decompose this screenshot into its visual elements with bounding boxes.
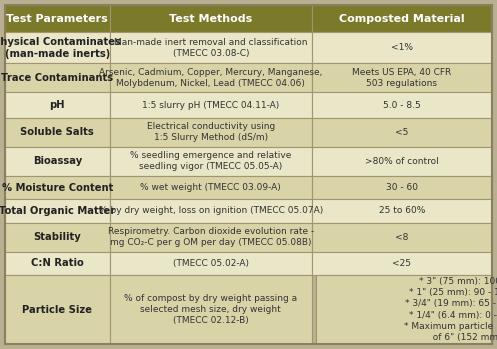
Bar xyxy=(5,63,110,92)
Text: <5: <5 xyxy=(395,128,409,137)
Bar xyxy=(110,32,312,63)
Text: 25 to 60%: 25 to 60% xyxy=(379,206,425,215)
Bar xyxy=(110,147,312,176)
Bar xyxy=(5,32,110,63)
Bar xyxy=(312,5,492,32)
Bar xyxy=(312,63,492,92)
Text: Physical Contaminates
(man-made inerts): Physical Contaminates (man-made inerts) xyxy=(0,37,121,59)
Bar xyxy=(316,275,492,344)
Bar xyxy=(312,252,492,275)
Text: Stability: Stability xyxy=(33,232,81,242)
Text: 30 - 60: 30 - 60 xyxy=(386,183,418,192)
Bar xyxy=(110,275,312,344)
Bar xyxy=(5,176,110,199)
Text: % by dry weight, loss on ignition (TMECC 05.07A): % by dry weight, loss on ignition (TMECC… xyxy=(98,206,323,215)
Text: Total Organic Matter: Total Organic Matter xyxy=(0,206,115,216)
Bar xyxy=(5,223,110,252)
Text: % seedling emergence and relative
seedling vigor (TMECC 05.05-A): % seedling emergence and relative seedli… xyxy=(130,151,291,171)
Bar xyxy=(110,92,312,118)
Bar xyxy=(110,199,312,223)
Bar xyxy=(312,176,492,199)
Bar xyxy=(110,5,312,32)
Text: pH: pH xyxy=(50,100,65,110)
Bar xyxy=(110,252,312,275)
Text: C:N Ratio: C:N Ratio xyxy=(31,258,83,268)
Text: Test Parameters: Test Parameters xyxy=(6,14,108,24)
Bar xyxy=(5,252,110,275)
Bar xyxy=(312,147,492,176)
Text: Test Methods: Test Methods xyxy=(169,14,252,24)
Bar xyxy=(312,118,492,147)
Bar xyxy=(312,199,492,223)
Text: Composted Material: Composted Material xyxy=(339,14,465,24)
Bar xyxy=(110,118,312,147)
Bar xyxy=(312,223,492,252)
Text: <25: <25 xyxy=(393,259,412,268)
Text: Man-made inert removal and classification
(TMECC 03.08-C): Man-made inert removal and classificatio… xyxy=(114,38,308,58)
Text: Arsenic, Cadmium, Copper, Mercury, Manganese,
Molybdenum, Nickel, Lead (TMECC 04: Arsenic, Cadmium, Copper, Mercury, Manga… xyxy=(99,68,323,88)
Text: Bioassay: Bioassay xyxy=(33,156,82,166)
Text: 1:5 slurry pH (TMECC 04.11-A): 1:5 slurry pH (TMECC 04.11-A) xyxy=(142,101,279,110)
Text: (TMECC 05.02-A): (TMECC 05.02-A) xyxy=(173,259,249,268)
Text: % wet weight (TMECC 03.09-A): % wet weight (TMECC 03.09-A) xyxy=(140,183,281,192)
Text: <1%: <1% xyxy=(391,43,413,52)
Bar xyxy=(110,223,312,252)
Text: Meets US EPA, 40 CFR
503 regulations: Meets US EPA, 40 CFR 503 regulations xyxy=(352,68,452,88)
Text: Particle Size: Particle Size xyxy=(22,305,92,314)
Bar xyxy=(312,92,492,118)
Bar xyxy=(5,147,110,176)
Bar xyxy=(5,275,110,344)
Text: * 3" (75 mm): 100%
* 1" (25 mm): 90 - 100%
* 3/4" (19 mm): 65 - 100%
* 1/4" (6.4: * 3" (75 mm): 100% * 1" (25 mm): 90 - 10… xyxy=(404,277,497,342)
Text: Trace Contaminants: Trace Contaminants xyxy=(1,73,113,83)
Bar xyxy=(312,32,492,63)
Text: % of compost by dry weight passing a
selected mesh size, dry weight
(TMECC 02.12: % of compost by dry weight passing a sel… xyxy=(124,294,297,325)
Bar xyxy=(5,199,110,223)
Text: >80% of control: >80% of control xyxy=(365,157,439,166)
Text: Soluble Salts: Soluble Salts xyxy=(20,127,94,137)
Bar xyxy=(110,176,312,199)
Bar xyxy=(5,92,110,118)
Text: % Moisture Content: % Moisture Content xyxy=(1,183,113,193)
Text: Respirometry. Carbon dioxide evolution rate -
mg CO₂-C per g OM per day (TMECC 0: Respirometry. Carbon dioxide evolution r… xyxy=(108,227,314,247)
Text: 5.0 - 8.5: 5.0 - 8.5 xyxy=(383,101,421,110)
Text: Electrical conductivity using
1:5 Slurry Method (dS/m): Electrical conductivity using 1:5 Slurry… xyxy=(147,122,275,142)
Bar xyxy=(110,63,312,92)
Text: <8: <8 xyxy=(395,233,409,242)
Bar xyxy=(5,5,110,32)
Bar xyxy=(5,118,110,147)
